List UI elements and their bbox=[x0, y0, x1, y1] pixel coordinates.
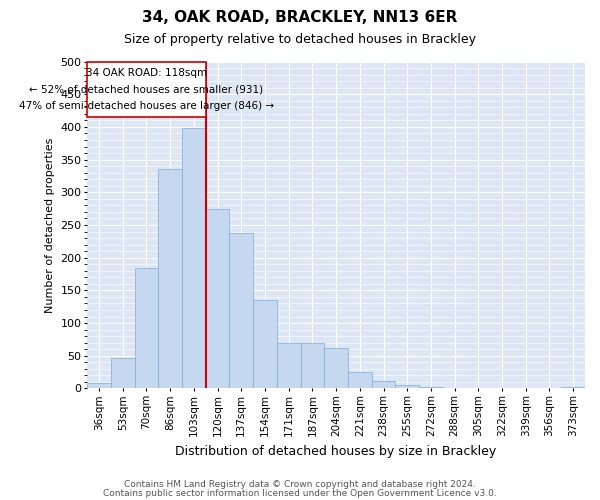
Bar bbox=[253, 300, 277, 388]
Bar bbox=[87, 384, 111, 388]
Bar bbox=[561, 387, 585, 388]
Bar bbox=[229, 233, 253, 388]
Bar bbox=[206, 208, 229, 388]
Text: Contains public sector information licensed under the Open Government Licence v3: Contains public sector information licen… bbox=[103, 488, 497, 498]
Y-axis label: Number of detached properties: Number of detached properties bbox=[45, 138, 55, 312]
Bar bbox=[182, 128, 206, 388]
Bar bbox=[301, 342, 324, 388]
Text: Contains HM Land Registry data © Crown copyright and database right 2024.: Contains HM Land Registry data © Crown c… bbox=[124, 480, 476, 489]
Text: 34 OAK ROAD: 118sqm: 34 OAK ROAD: 118sqm bbox=[86, 68, 207, 78]
Bar bbox=[134, 268, 158, 388]
Bar bbox=[419, 387, 443, 388]
Bar bbox=[324, 348, 348, 389]
Bar bbox=[277, 342, 301, 388]
Bar bbox=[111, 358, 134, 388]
Text: 47% of semi-detached houses are larger (846) →: 47% of semi-detached houses are larger (… bbox=[19, 101, 274, 111]
Bar bbox=[158, 170, 182, 388]
Text: ← 52% of detached houses are smaller (931): ← 52% of detached houses are smaller (93… bbox=[29, 84, 263, 94]
Text: Size of property relative to detached houses in Brackley: Size of property relative to detached ho… bbox=[124, 32, 476, 46]
Bar bbox=[395, 385, 419, 388]
X-axis label: Distribution of detached houses by size in Brackley: Distribution of detached houses by size … bbox=[175, 444, 497, 458]
Text: 34, OAK ROAD, BRACKLEY, NN13 6ER: 34, OAK ROAD, BRACKLEY, NN13 6ER bbox=[142, 10, 458, 25]
Bar bbox=[348, 372, 371, 388]
FancyBboxPatch shape bbox=[87, 62, 206, 117]
Bar bbox=[371, 380, 395, 388]
